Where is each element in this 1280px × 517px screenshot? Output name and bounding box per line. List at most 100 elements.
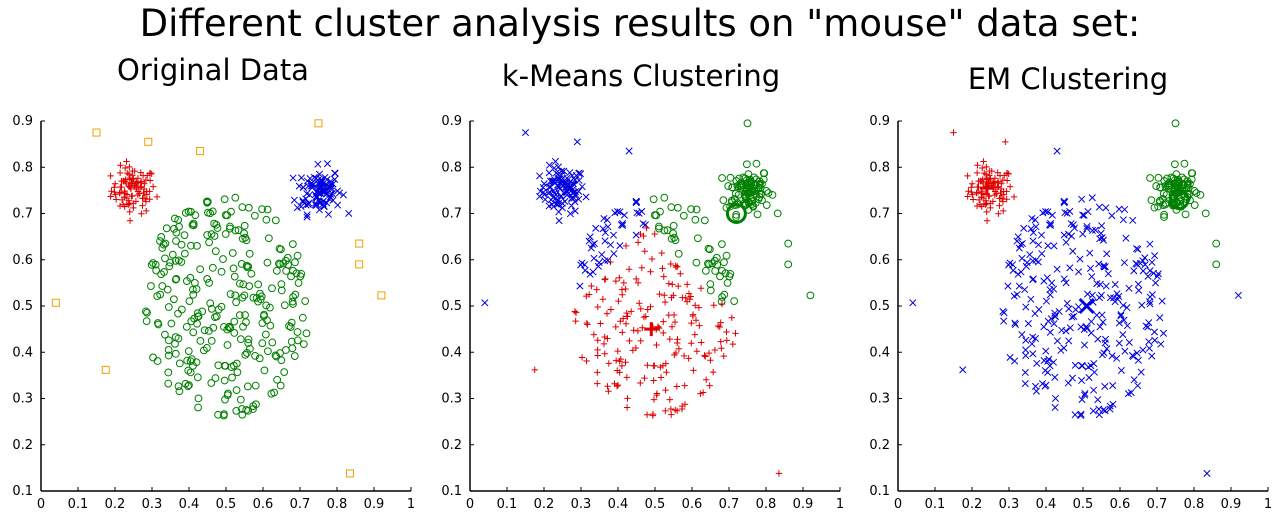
y-tick-label: 0.1 bbox=[12, 484, 33, 499]
data-point bbox=[687, 205, 695, 213]
data-point bbox=[600, 214, 608, 223]
data-point bbox=[644, 362, 651, 369]
data-point bbox=[299, 183, 307, 192]
data-point bbox=[691, 331, 699, 338]
data-point bbox=[673, 203, 682, 212]
data-point bbox=[1158, 297, 1166, 305]
data-point bbox=[996, 172, 1004, 179]
data-point bbox=[784, 239, 793, 248]
data-point bbox=[709, 368, 717, 376]
data-point bbox=[1134, 382, 1142, 390]
data-point bbox=[1040, 323, 1048, 331]
data-point bbox=[1157, 340, 1165, 348]
data-point bbox=[174, 256, 183, 265]
data-point bbox=[111, 180, 119, 187]
data-point bbox=[1119, 216, 1127, 224]
x-tick-label: 0.4 bbox=[1036, 497, 1057, 512]
data-point bbox=[147, 169, 154, 177]
data-point bbox=[345, 209, 353, 217]
data-point bbox=[983, 217, 991, 224]
data-point bbox=[231, 291, 240, 300]
data-point bbox=[1071, 411, 1079, 419]
data-point bbox=[355, 239, 364, 248]
data-point bbox=[1129, 216, 1137, 224]
data-point bbox=[682, 294, 689, 302]
data-point bbox=[717, 338, 724, 345]
data-point bbox=[973, 202, 981, 210]
data-point bbox=[1051, 394, 1060, 402]
data-point bbox=[653, 390, 661, 397]
data-point bbox=[612, 357, 620, 364]
data-point bbox=[588, 282, 595, 290]
data-point bbox=[157, 232, 166, 241]
y-tick-label: 0.3 bbox=[869, 392, 890, 407]
data-point bbox=[673, 383, 681, 390]
data-point bbox=[601, 350, 608, 357]
data-point bbox=[718, 300, 726, 308]
data-point bbox=[1032, 256, 1040, 264]
data-point bbox=[153, 357, 162, 365]
data-point bbox=[1034, 241, 1043, 249]
data-point bbox=[123, 191, 131, 198]
data-point bbox=[675, 282, 682, 290]
data-point bbox=[658, 249, 665, 257]
data-point bbox=[649, 195, 658, 204]
data-point bbox=[674, 249, 683, 258]
data-point bbox=[142, 307, 150, 316]
data-point bbox=[1084, 290, 1092, 298]
data-point bbox=[266, 321, 275, 330]
data-point bbox=[326, 193, 334, 201]
data-point bbox=[1017, 268, 1025, 276]
data-point bbox=[207, 336, 216, 345]
data-point bbox=[169, 295, 178, 304]
data-point bbox=[1061, 209, 1069, 217]
data-point bbox=[700, 216, 709, 225]
data-point bbox=[129, 192, 136, 200]
data-point bbox=[1014, 233, 1022, 241]
data-point bbox=[679, 211, 688, 220]
data-point bbox=[1099, 318, 1107, 326]
data-point bbox=[603, 310, 611, 317]
data-point bbox=[1010, 193, 1018, 201]
data-point bbox=[244, 203, 253, 212]
data-point bbox=[1115, 292, 1123, 300]
data-point bbox=[1156, 314, 1164, 322]
data-point bbox=[570, 194, 578, 202]
data-point bbox=[295, 182, 303, 190]
x-tick-label: 1 bbox=[836, 497, 844, 512]
data-point bbox=[986, 192, 993, 200]
data-point bbox=[620, 279, 628, 287]
data-point bbox=[1078, 396, 1086, 404]
data-point bbox=[1121, 347, 1129, 355]
data-point bbox=[604, 256, 612, 264]
data-point bbox=[51, 298, 60, 307]
data-point bbox=[244, 339, 253, 347]
data-point bbox=[134, 175, 142, 182]
data-point bbox=[666, 335, 674, 343]
data-point bbox=[211, 374, 220, 383]
data-point bbox=[1139, 346, 1147, 354]
data-point bbox=[697, 390, 704, 397]
data-point bbox=[1109, 382, 1117, 390]
data-point bbox=[1103, 345, 1111, 353]
data-point bbox=[996, 202, 1003, 209]
data-point bbox=[1196, 191, 1205, 199]
data-point bbox=[673, 407, 681, 414]
data-point bbox=[1095, 260, 1103, 268]
cluster-centroid bbox=[725, 203, 747, 224]
data-point bbox=[554, 181, 562, 189]
data-point bbox=[634, 327, 642, 335]
data-point bbox=[331, 169, 339, 177]
data-point bbox=[275, 244, 284, 253]
data-point bbox=[1141, 261, 1149, 269]
y-tick-label: 0.2 bbox=[12, 438, 33, 453]
data-point bbox=[235, 279, 244, 288]
data-point bbox=[126, 163, 133, 171]
data-point bbox=[541, 195, 549, 204]
data-point bbox=[210, 219, 219, 228]
data-point bbox=[1090, 368, 1098, 376]
data-point bbox=[187, 241, 195, 250]
data-point bbox=[1117, 311, 1125, 319]
data-point bbox=[1119, 331, 1127, 339]
data-point bbox=[1029, 237, 1037, 245]
